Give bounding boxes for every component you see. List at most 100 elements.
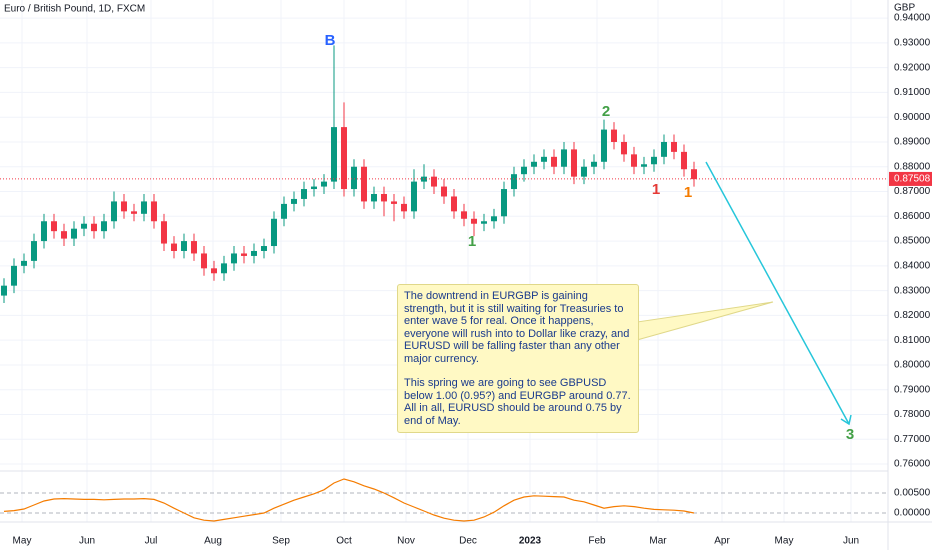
candle-body bbox=[521, 166, 527, 175]
candle-body bbox=[641, 164, 647, 167]
last-price-box bbox=[889, 171, 932, 186]
y-tick-label: 0.85000 bbox=[894, 236, 931, 247]
candle-body bbox=[531, 161, 537, 167]
candle-body bbox=[151, 201, 157, 222]
y-tick-label: 0.76000 bbox=[894, 459, 931, 470]
y-tick-label: 0.87000 bbox=[894, 186, 931, 197]
wave-label: 1 bbox=[468, 233, 476, 250]
candle-body bbox=[651, 156, 657, 165]
y-tick-label: 0.88000 bbox=[894, 161, 931, 172]
x-tick-label: Jun bbox=[79, 536, 95, 547]
y-tick-label: 0.77000 bbox=[894, 434, 931, 445]
forecast-arrow bbox=[705, 161, 850, 425]
candle-body bbox=[511, 174, 517, 190]
candle-body bbox=[361, 166, 367, 202]
y-tick-label: 0.83000 bbox=[894, 285, 931, 296]
y-tick-label: 0.94000 bbox=[894, 13, 931, 24]
candle-body bbox=[81, 223, 87, 229]
candle-body bbox=[681, 151, 687, 170]
candle-body bbox=[141, 201, 147, 214]
y-tick-label: 0.92000 bbox=[894, 62, 931, 73]
candle-body bbox=[551, 156, 557, 167]
candle-body bbox=[441, 186, 447, 197]
candle-body bbox=[261, 246, 267, 251]
candle-body bbox=[131, 211, 137, 214]
x-tick-label: Feb bbox=[588, 536, 606, 547]
candle-body bbox=[461, 211, 467, 219]
candle-body bbox=[471, 218, 477, 224]
y-tick-label: 0.79000 bbox=[894, 384, 931, 395]
candle-body bbox=[321, 181, 327, 187]
candle-body bbox=[31, 241, 37, 261]
candle-body bbox=[221, 263, 227, 274]
last-price-label: 0.87508 bbox=[894, 174, 931, 185]
y2-tick-label: 0.00500 bbox=[894, 488, 931, 499]
y-tick-label: 0.93000 bbox=[894, 38, 931, 49]
candle-body bbox=[581, 166, 587, 177]
candle-body bbox=[171, 243, 177, 251]
candle-body bbox=[631, 154, 637, 167]
y-tick-label: 0.82000 bbox=[894, 310, 931, 321]
candle-body bbox=[111, 201, 117, 222]
marks bbox=[0, 45, 888, 522]
candle-body bbox=[11, 265, 17, 286]
candle-body bbox=[571, 149, 577, 177]
x-tick-label: Jul bbox=[145, 536, 158, 547]
candle-body bbox=[621, 141, 627, 155]
grid bbox=[0, 0, 888, 522]
y-tick-label: 0.91000 bbox=[894, 87, 931, 98]
wave-label: 2 bbox=[602, 103, 610, 120]
candle-body bbox=[671, 141, 677, 152]
candle-body bbox=[161, 221, 167, 244]
callout-text: The downtrend in EURGBP is gaining stren… bbox=[404, 290, 630, 365]
x-tick-label: May bbox=[775, 536, 794, 547]
y-tick-label: 0.81000 bbox=[894, 335, 931, 346]
candle-body bbox=[501, 189, 507, 217]
wave-label: 3 bbox=[846, 426, 854, 443]
callout-text: This spring we are going to see GBPUSD b… bbox=[404, 377, 631, 427]
candle-body bbox=[341, 127, 347, 190]
y-tick-label: 0.78000 bbox=[894, 409, 931, 420]
callout-pointer bbox=[636, 301, 774, 341]
wave-label: B bbox=[325, 32, 336, 49]
candle-body bbox=[451, 196, 457, 212]
x-tick-label: May bbox=[13, 536, 32, 547]
y-tick-label: 0.80000 bbox=[894, 360, 931, 371]
candle-body bbox=[541, 156, 547, 162]
arrow-head bbox=[840, 414, 852, 426]
candle-body bbox=[61, 231, 67, 239]
x-tick-label: 2023 bbox=[519, 536, 542, 547]
candle-body bbox=[371, 193, 377, 202]
chart-title: Euro / British Pound, 1D, FXCM bbox=[4, 4, 145, 15]
candle-body bbox=[91, 223, 97, 232]
candle-body bbox=[291, 198, 297, 204]
candle-body bbox=[21, 260, 27, 266]
candle-body bbox=[381, 193, 387, 202]
wave-label: 1 bbox=[652, 181, 660, 198]
candle-body bbox=[431, 176, 437, 187]
candle-body bbox=[311, 186, 317, 190]
x-tick-label: Mar bbox=[649, 536, 667, 547]
callout: The downtrend in EURGBP is gaining stren… bbox=[397, 284, 639, 433]
candle-body bbox=[481, 221, 487, 224]
x-tick-label: Aug bbox=[204, 536, 222, 547]
candle-body bbox=[561, 149, 567, 167]
y2-tick-label: 0.00000 bbox=[894, 508, 931, 519]
candle-body bbox=[201, 253, 207, 269]
candle-body bbox=[251, 250, 257, 256]
x-tick-label: Dec bbox=[459, 536, 477, 547]
candle-body bbox=[231, 253, 237, 264]
wave-label: 1 bbox=[684, 184, 692, 201]
x-tick-label: Oct bbox=[336, 536, 352, 547]
currency-label: GBP bbox=[894, 3, 915, 14]
candle-body bbox=[191, 241, 197, 254]
candle-body bbox=[591, 161, 597, 167]
candle-body bbox=[301, 189, 307, 199]
candle-body bbox=[1, 285, 7, 296]
candle-body bbox=[271, 218, 277, 247]
candle-body bbox=[71, 228, 77, 239]
candle-body bbox=[411, 181, 417, 212]
candle-body bbox=[211, 268, 217, 274]
